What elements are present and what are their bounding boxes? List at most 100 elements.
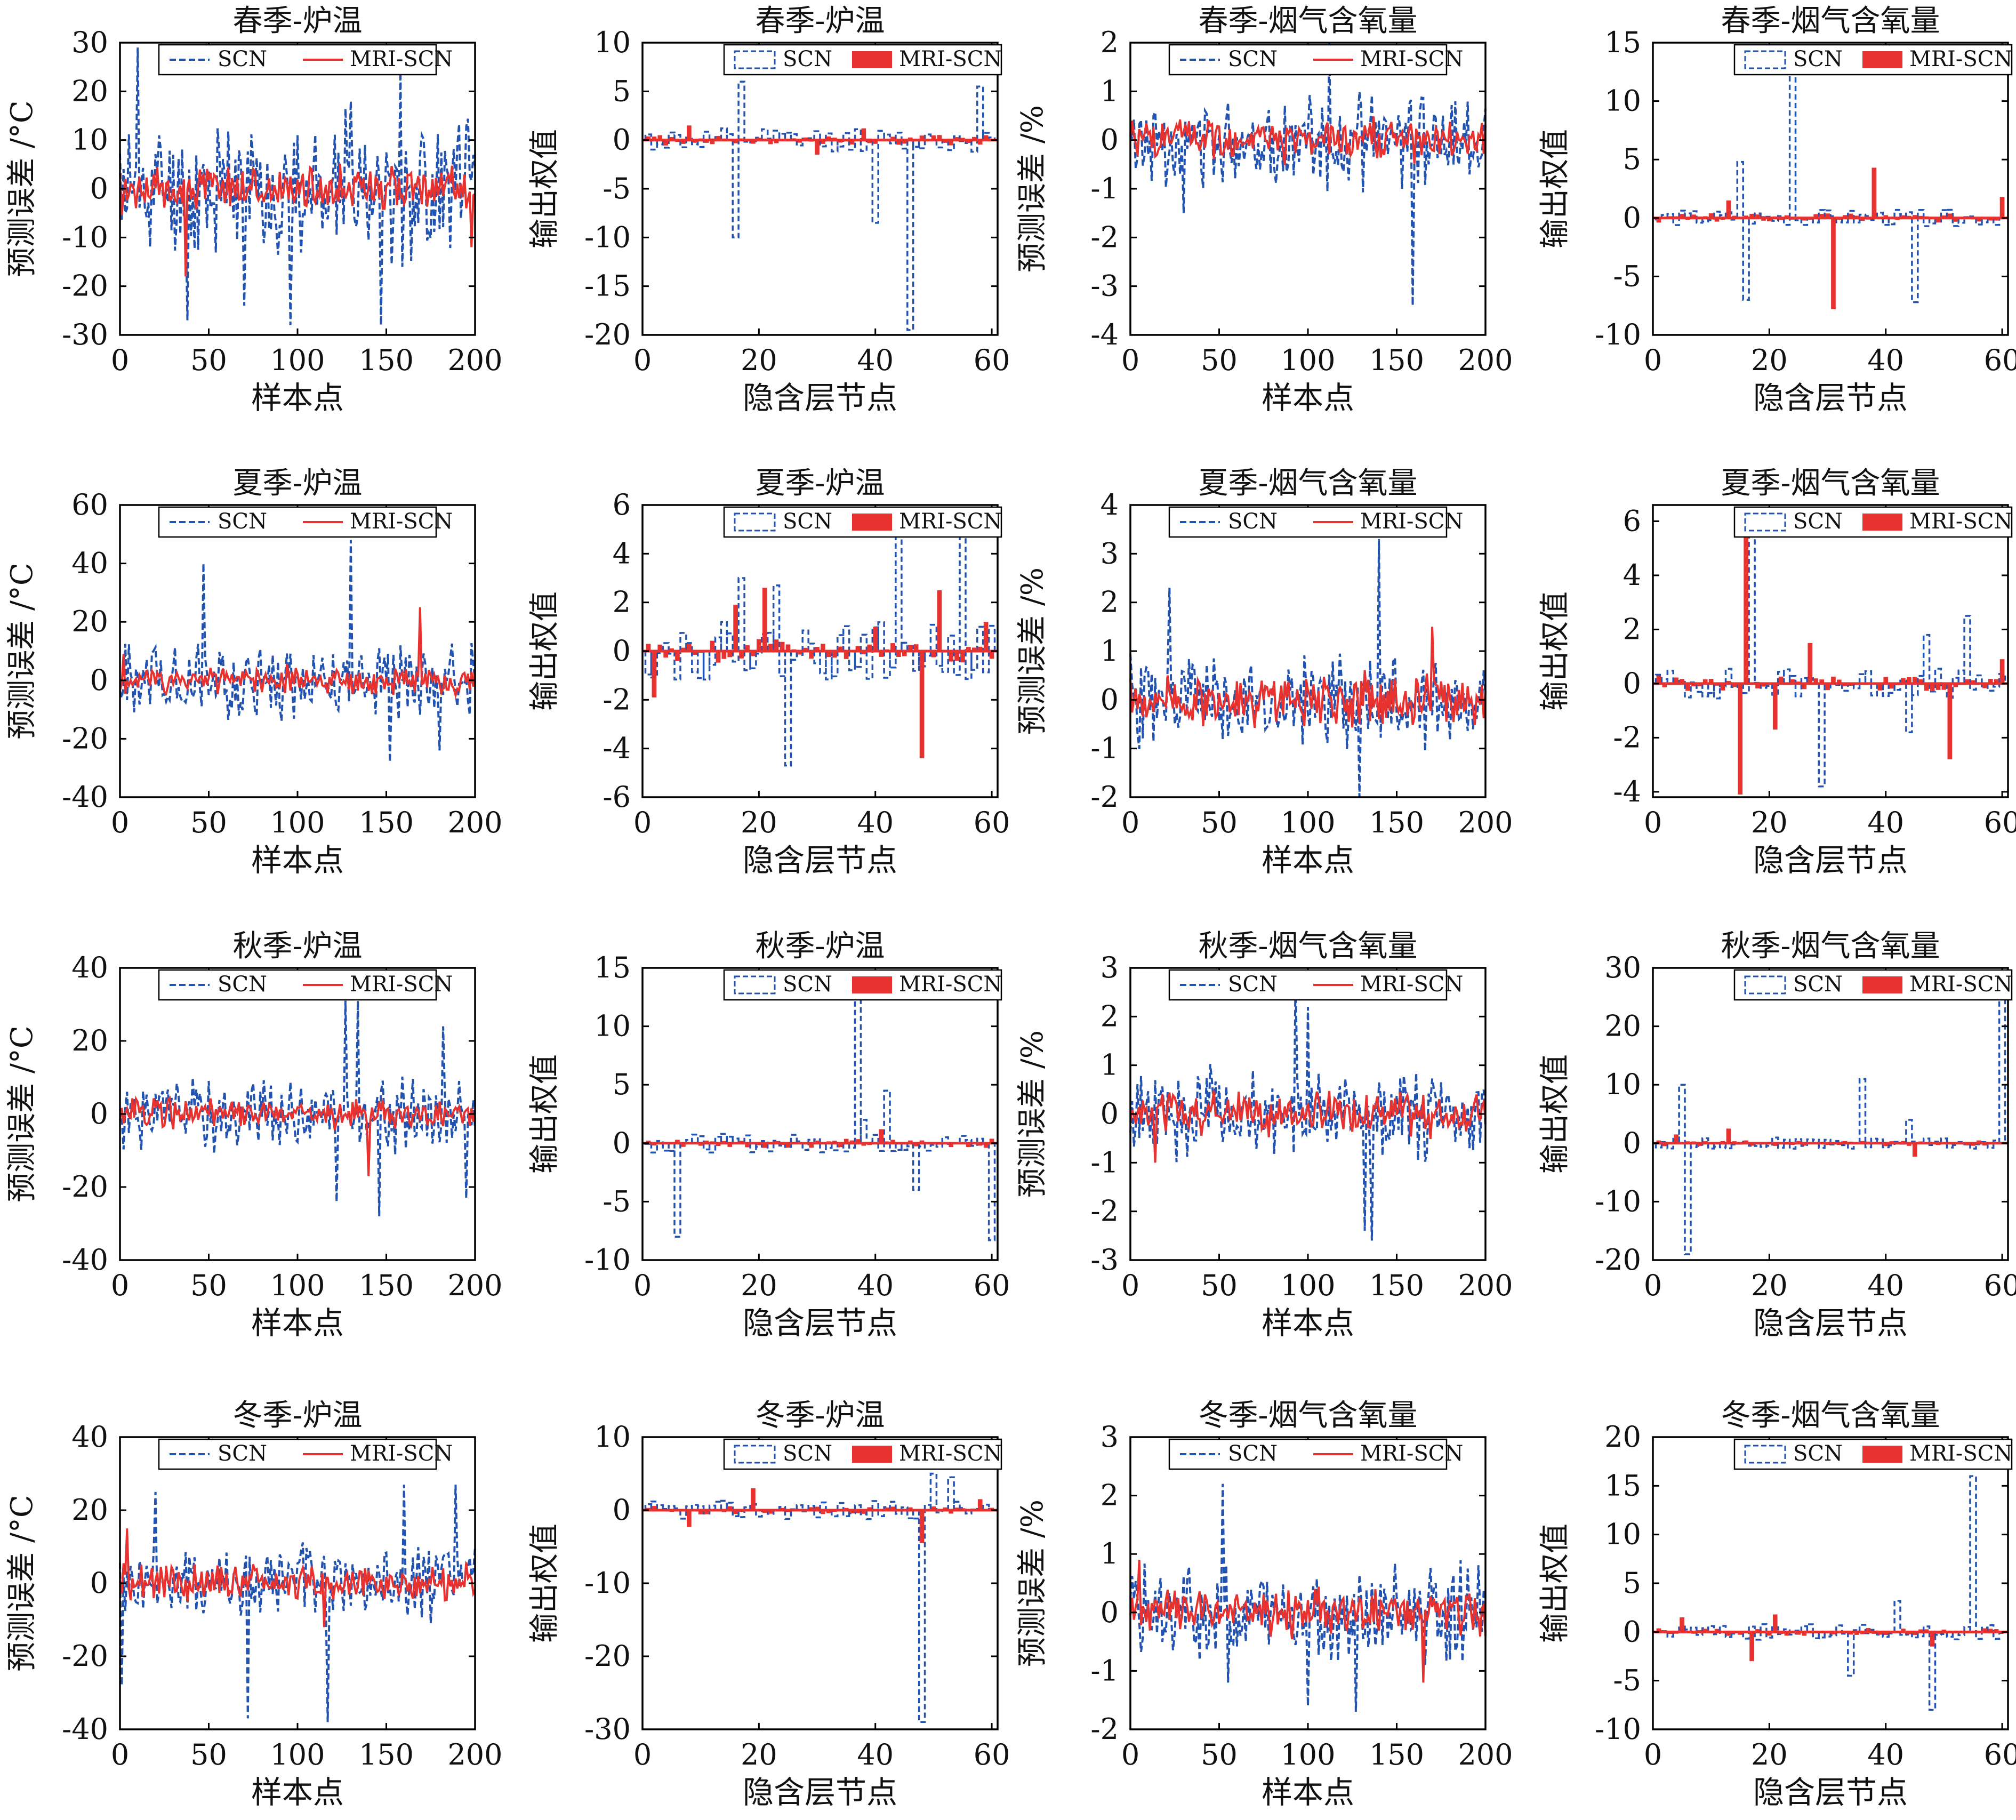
mri-scn-bar xyxy=(745,1143,750,1148)
x-tick-label: 20 xyxy=(1751,343,1788,377)
subplot-5: 夏季-炉温 0 50 100 150 200 -40 -20 0 20 40 60 样本点 预测误差 /°… xyxy=(5,466,503,878)
mri-scn-bar xyxy=(1854,1632,1859,1635)
legend-scn-label: SCN xyxy=(1228,1441,1278,1466)
y-tick-label: 2 xyxy=(613,586,631,619)
legend-box xyxy=(158,1438,437,1470)
y-tick-label: -20 xyxy=(62,1170,108,1204)
mri-scn-bar xyxy=(739,651,744,659)
y-tick-label: 4 xyxy=(1623,558,1641,592)
mri-scn-bar xyxy=(815,140,820,155)
y-tick-label: 0 xyxy=(90,1566,108,1600)
mri-scn-bar xyxy=(1738,683,1743,795)
x-tick-label: 150 xyxy=(359,806,414,839)
x-tick-label: 50 xyxy=(190,1738,227,1771)
subplot-3: 春季-烟气含氧量 0 50 100 150 200 -4 -3 -2 -1 0 1 2 样本点 预测误差 /… xyxy=(1015,4,1513,416)
mri-scn-bar xyxy=(972,137,977,140)
mri-scn-bar xyxy=(727,1506,733,1510)
chart-title: 冬季-炉温 xyxy=(233,1398,363,1433)
y-tick-label: -1 xyxy=(1090,1145,1119,1179)
mri-scn-bar xyxy=(896,140,901,145)
y-tick-label: 1 xyxy=(1101,74,1119,108)
mri-scn-bar xyxy=(1877,1632,1883,1635)
mri-scn-bar xyxy=(710,640,715,651)
legend-scn-label: SCN xyxy=(783,1441,832,1466)
mri-scn-bar xyxy=(966,140,971,143)
y-tick-label: 0 xyxy=(613,1126,631,1160)
mri-scn-bar xyxy=(867,140,872,143)
mri-scn-bar xyxy=(821,1510,825,1514)
mri-scn-bar xyxy=(919,1510,925,1543)
mri-scn-bar xyxy=(1860,218,1865,221)
mri-scn-bar xyxy=(966,647,971,651)
mri-scn-series-bars xyxy=(646,1488,994,1543)
scn-series-line xyxy=(119,47,476,325)
y-tick-label: -10 xyxy=(62,220,108,254)
legend-scn-label: SCN xyxy=(218,1441,267,1466)
y-tick-label: 5 xyxy=(613,74,631,108)
mri-scn-bar xyxy=(809,1143,814,1148)
mri-scn-bar xyxy=(902,140,907,144)
legend-mri-label: MRI-SCN xyxy=(350,509,453,534)
x-axis-label: 样本点 xyxy=(1262,380,1354,416)
x-tick-label: 100 xyxy=(270,343,325,377)
mri-scn-bar xyxy=(815,647,820,651)
legend-mri-label: MRI-SCN xyxy=(1360,509,1463,534)
mri-scn-bar xyxy=(1971,680,1975,684)
y-tick-label: -6 xyxy=(603,780,631,814)
mri-scn-bar xyxy=(1772,1143,1778,1146)
x-axis-label: 隐含层节点 xyxy=(743,842,897,878)
legend-box xyxy=(158,44,437,76)
mri-scn-bar xyxy=(1697,1143,1702,1146)
x-tick-label: 0 xyxy=(1121,343,1139,377)
x-tick-label: 150 xyxy=(1369,806,1424,839)
y-tick-label: 1 xyxy=(1101,634,1119,668)
mri-scn-bar xyxy=(890,1140,895,1143)
x-tick-label: 200 xyxy=(1458,1269,1513,1302)
legend-scn-label: SCN xyxy=(1793,47,1843,71)
scn-series-line xyxy=(119,1485,476,1722)
x-axis-label: 样本点 xyxy=(251,1774,344,1810)
mri-scn-bar xyxy=(1953,683,1958,687)
y-tick-label: -10 xyxy=(1595,1712,1641,1746)
y-tick-label: 0 xyxy=(1101,123,1119,157)
mri-scn-bar xyxy=(815,1506,820,1510)
mri-scn-bar xyxy=(989,651,994,659)
mri-scn-bar xyxy=(913,1143,919,1146)
axes-box xyxy=(1652,504,2009,798)
mri-scn-bar xyxy=(1825,683,1830,691)
x-tick-label: 40 xyxy=(857,1738,894,1771)
mri-scn-bar xyxy=(1714,218,1720,222)
mri-scn-bar xyxy=(657,644,663,651)
axes-box xyxy=(641,42,999,336)
mri-scn-bar xyxy=(1831,218,1836,309)
legend-scn-label: SCN xyxy=(783,47,832,71)
mri-scn-bar xyxy=(1988,1629,1993,1632)
mri-scn-bar xyxy=(1674,1134,1678,1143)
y-tick-label: -20 xyxy=(1595,1243,1641,1277)
y-tick-label: 0 xyxy=(90,663,108,697)
mri-scn-bar xyxy=(1726,200,1731,218)
mri-scn-bar xyxy=(1808,643,1813,684)
x-tick-label: 50 xyxy=(190,1269,227,1302)
mri-scn-bar xyxy=(785,644,791,651)
scn-series-line xyxy=(1129,42,1487,306)
y-tick-label: -5 xyxy=(1613,259,1641,293)
y-tick-label: 0 xyxy=(1623,1126,1641,1160)
x-axis-label: 样本点 xyxy=(1262,1305,1354,1341)
chart-title: 春季-烟气含氧量 xyxy=(1199,4,1418,38)
x-axis-label: 隐含层节点 xyxy=(1753,1774,1908,1810)
mri-scn-bar xyxy=(1907,677,1911,684)
mri-scn-bar xyxy=(855,1139,861,1143)
chart-title: 冬季-炉温 xyxy=(756,1398,885,1433)
x-tick-label: 0 xyxy=(1644,343,1662,377)
mri-scn-bar xyxy=(1680,679,1684,684)
mri-scn-bar xyxy=(867,1507,872,1510)
legend-box xyxy=(1168,1438,1448,1470)
mri-scn-bar xyxy=(1947,683,1953,759)
y-tick-label: 2 xyxy=(1101,1479,1119,1512)
legend: SCN MRI-SCN xyxy=(1733,44,2012,76)
legend-mri-label: MRI-SCN xyxy=(1909,47,2012,71)
y-tick-label: 6 xyxy=(613,488,631,522)
y-tick-label: -40 xyxy=(62,1712,108,1746)
legend: SCN MRI-SCN xyxy=(1733,969,2012,1001)
